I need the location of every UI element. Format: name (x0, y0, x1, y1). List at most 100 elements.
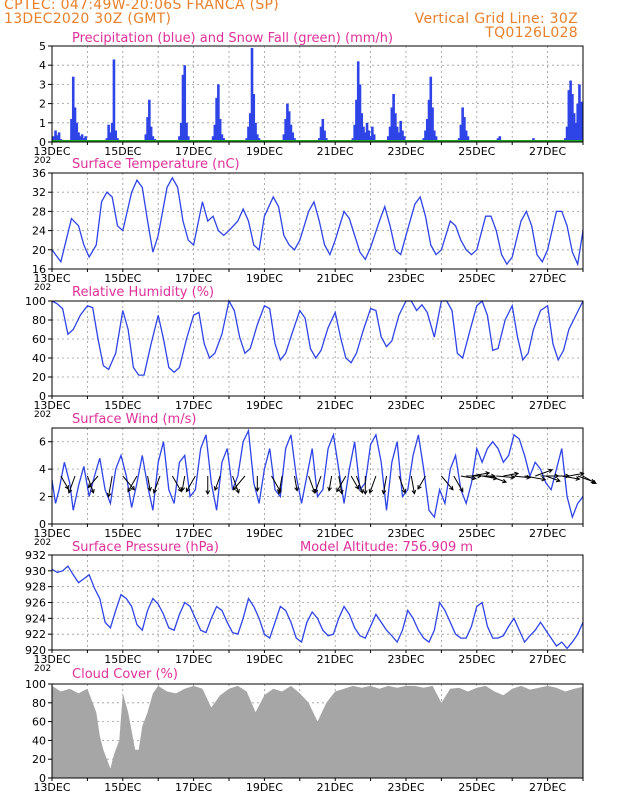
wind-arrow (180, 475, 186, 492)
wind-line (51, 428, 584, 520)
wind-arrow (453, 475, 464, 493)
precipitation-bar (75, 122, 79, 142)
pressure-year-stub: 202 (34, 664, 51, 674)
precipitation-bar (395, 126, 399, 142)
precipitation-bar (431, 107, 434, 142)
precipitation-bar (459, 124, 463, 142)
precipitation-bar (360, 113, 364, 142)
wind-arrow (355, 475, 364, 494)
precipitation-bar (291, 132, 295, 142)
precipitation-date-label: 15DEC (104, 145, 141, 158)
model-code: TQ0126L028 (485, 25, 578, 41)
wind-arrow (60, 475, 69, 490)
cloud-cover-date-label: 23DEC (387, 781, 424, 794)
precipitation-bar (109, 132, 112, 142)
cloud-cover-date-label: 21DEC (317, 781, 354, 794)
precipitation-bar (282, 134, 286, 142)
wind-ytick-label: 0 (39, 518, 46, 531)
wind-arrow (410, 475, 417, 495)
wind-arrow (277, 475, 283, 495)
precipitation-bar (79, 136, 82, 142)
wind-arrow (362, 476, 368, 496)
temperature-panel: 16 20 24 28 32 36 13DEC 15DEC 17DEC 19DEC 21DEC 23D… (32, 157, 584, 293)
precipitation-bar (70, 118, 73, 142)
humidity-date-label: 17DEC (175, 399, 212, 412)
pressure-ytick-label: 932 (25, 549, 46, 562)
cloud-cover-date-label: 19DEC (246, 781, 283, 794)
precipitation-bar (57, 132, 61, 142)
pressure-ytick-label: 928 (25, 581, 46, 594)
wind-arrow (398, 475, 407, 494)
precipitation-bar (252, 94, 256, 142)
wind-arrow (185, 475, 196, 493)
wind-ytick-label: 4 (39, 463, 46, 476)
cloud-cover-date-label: 15DEC (104, 781, 141, 794)
wind-arrow (106, 475, 113, 498)
precipitation-date-label: 27DEC (529, 145, 566, 158)
precipitation-bar (321, 118, 325, 142)
humidity-ytick-label: 40 (32, 352, 46, 365)
precipitation-ytick-label: 1 (39, 117, 46, 130)
temperature-ytick-label: 32 (32, 186, 46, 199)
wind-arrow (127, 475, 138, 493)
wind-arrow (293, 475, 299, 492)
precipitation-bar (151, 136, 155, 142)
temperature-date-label: 15DEC (104, 272, 141, 285)
pressure-date-label: 23DEC (387, 653, 424, 666)
precipitation-bar (569, 80, 572, 142)
temperature-ytick-label: 28 (32, 205, 46, 218)
wind-arrow (87, 475, 99, 489)
precipitation-date-label: 23DEC (387, 145, 424, 158)
precipitation-bar (186, 136, 190, 142)
precipitation-bar (567, 90, 571, 142)
precipitation-bar (433, 130, 436, 142)
precipitation-bar (371, 126, 374, 142)
precipitation-bar (248, 113, 252, 142)
precipitation-bar (367, 130, 371, 142)
temperature-ytick-label: 36 (32, 167, 46, 180)
station-header: CPTEC: 047:49W-20:06S FRANCA (SP) (4, 0, 280, 13)
precipitation-bar (399, 120, 402, 142)
wind-date-label: 21DEC (317, 527, 354, 540)
humidity-ytick-label: 80 (32, 314, 46, 327)
precipitation-bar (572, 113, 576, 142)
precipitation-bar (323, 130, 326, 142)
humidity-title: Relative Humidity (%) (72, 285, 214, 300)
precipitation-panel: 0 1 2 3 4 5 13DEC 15DEC 17DEC 19DEC 21DEC 23DEC 25DE… (33, 31, 584, 166)
wind-arrow (417, 475, 426, 490)
precipitation-ytick-label: 5 (39, 40, 46, 53)
pressure-ytick-label: 930 (25, 565, 46, 578)
precipitation-ytick-label: 2 (39, 98, 46, 111)
precipitation-bar (565, 126, 569, 142)
pressure-date-label: 13DEC (33, 653, 70, 666)
precipitation-bar (390, 107, 394, 142)
cloud-cover-date-label: 17DEC (175, 781, 212, 794)
precipitation-bar (54, 130, 57, 142)
wind-arrow (535, 468, 554, 477)
wind-arrow (152, 475, 161, 494)
cloud-cover-frame (51, 683, 584, 779)
humidity-panel: 0 20 40 60 80 100 13DEC 15DEC 17DEC 19DEC 21DEC 23D… (25, 285, 584, 420)
precipitation-year-stub: 202 (34, 156, 51, 166)
precipitation-bar (358, 84, 362, 142)
cloud-cover-area (52, 685, 583, 778)
precipitation-bar (362, 126, 365, 142)
humidity-ytick-label: 0 (39, 390, 46, 403)
precipitation-bar (80, 134, 84, 142)
precipitation-bar (52, 136, 56, 142)
pressure-ytick-label: 926 (25, 597, 46, 610)
precipitation-bar (220, 134, 224, 142)
precipitation-bar (574, 122, 578, 142)
temperature-year-stub: 202 (34, 283, 51, 293)
precipitation-bar (247, 126, 250, 142)
wind-arrow (368, 475, 377, 494)
pressure-date-label: 15DEC (104, 653, 141, 666)
precipitation-bar (353, 124, 356, 142)
wind-arrow (489, 475, 508, 484)
wind-arrow (381, 475, 388, 495)
precipitation-bar (578, 84, 581, 142)
precipitation-bar (148, 99, 151, 142)
precipitation-date-label: 13DEC (33, 145, 70, 158)
wind-arrow (441, 475, 454, 491)
